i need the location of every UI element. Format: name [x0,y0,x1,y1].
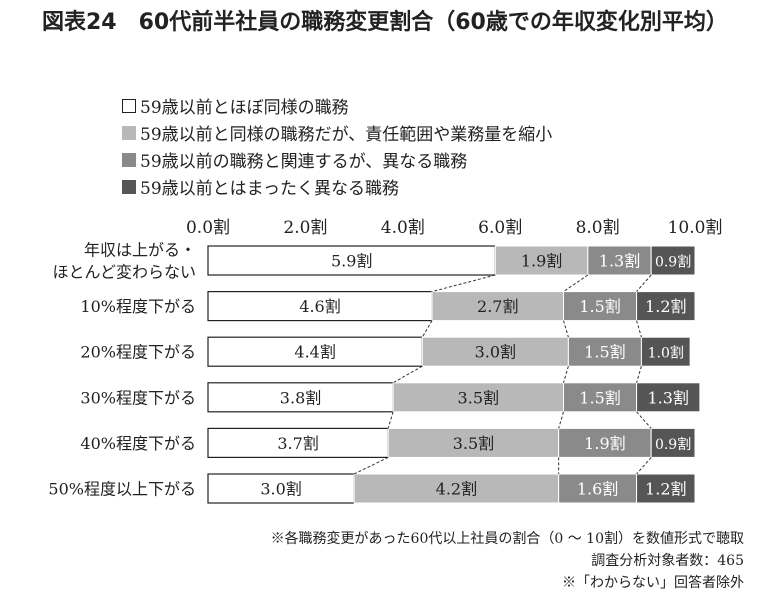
legend-item: 59歳以前と同様の職務だが、責任範囲や業務量を縮小 [122,119,552,146]
bar-segment-reduced [387,427,560,458]
bar-segment-reduced [392,382,565,413]
page-title: 図表24 60代前半社員の職務変更割合（60歳での年収変化別平均） [42,10,728,35]
category-label: 20%程度下がる [80,343,196,362]
data-label: 1.5割 [579,297,620,316]
category-label: ほとんど変わらない [52,263,196,282]
bar-segment-different [636,382,701,413]
data-label: 4.4割 [294,343,335,362]
data-label: 3.0割 [475,343,516,362]
data-label: 1.2割 [645,297,686,316]
data-label: 4.2割 [436,480,477,499]
legend: 59歳以前とほぼ同様の職務 59歳以前と同様の職務だが、責任範囲や業務量を縮小 … [122,92,552,200]
legend-swatch [122,125,136,140]
bar-segment-related [563,291,638,322]
data-label: 1.9割 [521,252,562,271]
connector-line [636,366,642,383]
data-label: 1.0割 [648,345,684,362]
connector-line [563,274,589,293]
connector-line [563,320,569,338]
connector-line [636,320,642,338]
category-label: 年収は上がる・ [84,241,196,260]
footnote-exclusion: ※「わからない」回答者除外 [562,575,744,591]
footnote-sample-size: 調査分析対象者数：465 [591,553,744,569]
bar-segment-different [636,291,696,322]
connector-line [431,274,496,293]
bar-segment-different [640,336,691,367]
category-label: 30%程度下がる [80,388,196,407]
x-tick-label: 8.0割 [576,218,620,238]
data-label: 3.5割 [453,434,494,453]
connector-line [392,365,423,384]
connector-line [421,320,433,338]
bar-segment-related [563,382,638,413]
legend-label: 59歳以前の職務と関連するが、異なる職務 [140,152,468,172]
data-label: 1.5割 [584,343,625,362]
legend-item: 59歳以前の職務と関連するが、異なる職務 [122,146,552,173]
connector-line [636,274,652,292]
legend-item: 59歳以前とほぼ同様の職務 [122,92,552,119]
data-label: 1.6割 [577,480,618,499]
bar-segment-different [650,427,696,458]
data-label: 3.0割 [260,480,301,499]
category-label: 40%程度下がる [80,434,196,453]
x-tick-label: 2.0割 [283,218,327,238]
data-label: 0.9割 [655,254,691,271]
bar-segment-reduced [494,245,589,276]
data-label: 1.9割 [584,434,625,453]
bar-segment-same [207,336,423,367]
connector-line [387,411,394,429]
bar-segment-same [207,245,496,276]
footnote-method: ※各職務変更があった60代以上社員の割合（0 〜 10割）を数値形式で聴取 [270,531,744,547]
connector-line [353,456,389,475]
legend-swatch [122,179,136,194]
legend-label: 59歳以前とほぼ同様の職務 [140,98,349,118]
bar-segment-same [207,382,394,413]
connector-line [563,366,569,383]
data-label: 4.6割 [299,297,340,316]
legend-label: 59歳以前とはまったく異なる職務 [140,179,399,199]
data-label: 0.9割 [655,436,691,453]
data-label: 1.5割 [579,388,620,407]
data-label: 3.5割 [458,388,499,407]
bar-segment-related [567,336,642,367]
x-tick-label: 10.0割 [668,218,723,238]
legend-item: 59歳以前とはまったく異なる職務 [122,173,552,200]
x-tick-label: 4.0割 [381,218,425,238]
connector-line [636,457,652,475]
data-label: 1.3割 [647,388,688,407]
bar-segment-different [636,473,696,504]
data-label: 1.3割 [599,252,640,271]
connector-line [636,411,652,429]
legend-swatch [122,98,136,113]
x-tick-label: 0.0割 [186,218,230,238]
legend-label: 59歳以前と同様の職務だが、責任範囲や業務量を縮小 [140,125,553,145]
category-label: 10%程度下がる [80,297,196,316]
bar-segment-same [207,291,433,322]
bar-segment-different [650,245,696,276]
bar-segment-reduced [353,473,560,504]
bar-segment-same [207,427,389,458]
connector-line [558,411,564,429]
data-label: 5.9割 [331,252,372,271]
bar-segment-related [587,245,652,276]
data-label: 2.7割 [477,297,518,316]
x-tick-label: 6.0割 [478,218,522,238]
data-label: 3.7割 [277,434,318,453]
data-label: 1.2割 [645,480,686,499]
category-label: 50%程度以上下がる [48,480,196,499]
legend-swatch [122,152,136,167]
bar-segment-related [558,473,638,504]
data-label: 3.8割 [280,388,321,407]
